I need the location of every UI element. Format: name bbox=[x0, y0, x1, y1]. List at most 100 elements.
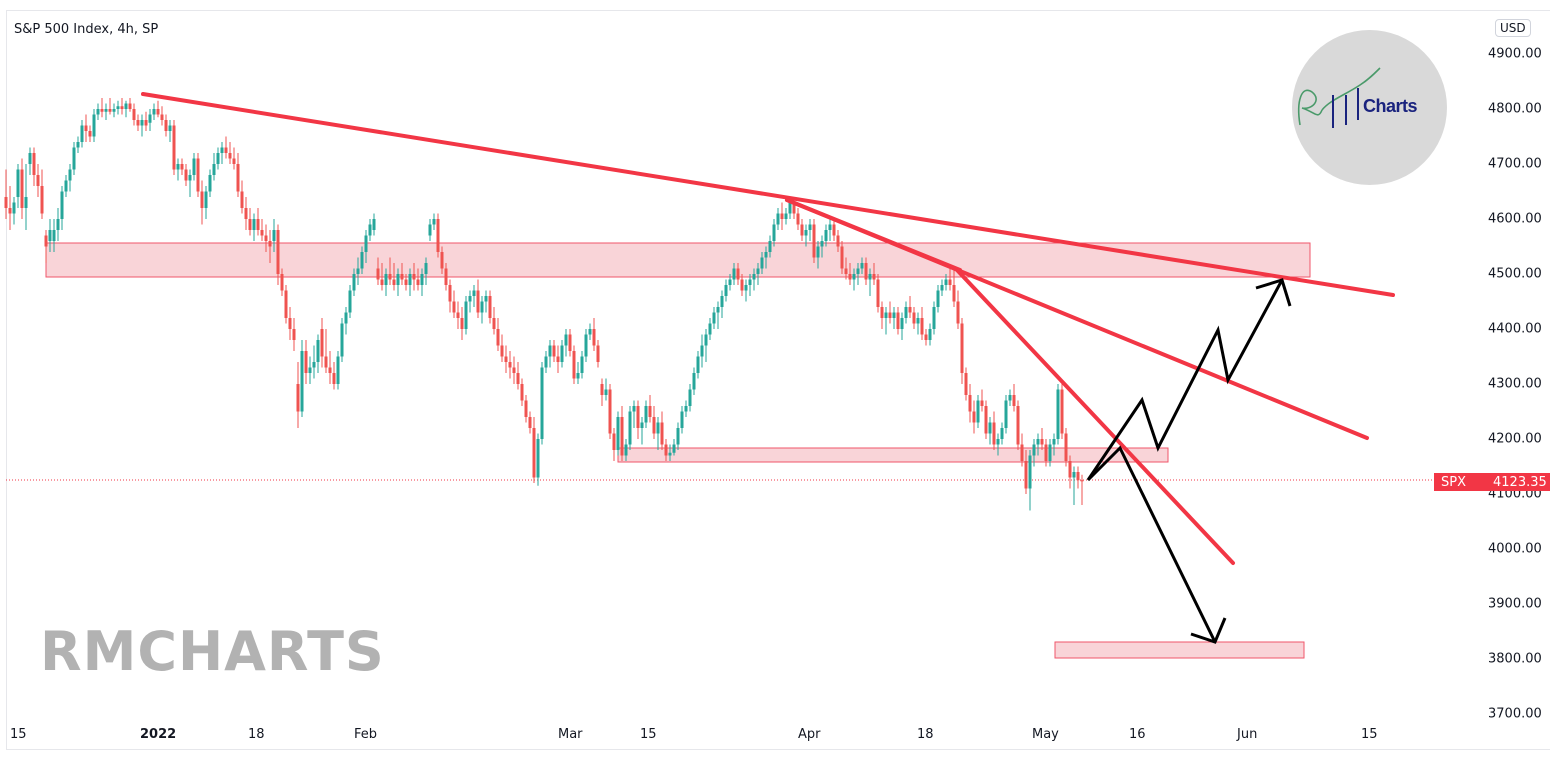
candle bbox=[768, 235, 772, 258]
candle bbox=[52, 219, 56, 252]
candle bbox=[360, 246, 364, 274]
candle bbox=[1020, 433, 1024, 467]
candle bbox=[316, 334, 320, 373]
candle bbox=[44, 230, 48, 263]
bullish-projection-path[interactable] bbox=[1086, 279, 1284, 481]
price-axis-label: 4900.00 bbox=[1488, 46, 1542, 62]
candle bbox=[924, 329, 928, 346]
candle bbox=[460, 307, 464, 340]
trendline[interactable] bbox=[955, 268, 1235, 565]
candle bbox=[896, 307, 900, 335]
trendline[interactable] bbox=[141, 92, 1395, 297]
candle bbox=[192, 153, 196, 181]
candle bbox=[948, 268, 952, 291]
candle bbox=[220, 142, 224, 164]
candle bbox=[72, 142, 76, 175]
candle bbox=[328, 351, 332, 384]
candle bbox=[940, 279, 944, 296]
candle bbox=[756, 263, 760, 285]
trendlines-layer[interactable] bbox=[141, 92, 1395, 565]
price-axis-label: 3900.00 bbox=[1488, 596, 1542, 612]
candle bbox=[140, 114, 144, 137]
candle bbox=[324, 329, 328, 373]
watermark-text: RMCHARTS bbox=[40, 620, 385, 683]
candle bbox=[380, 263, 384, 291]
candle bbox=[556, 345, 560, 373]
candle bbox=[820, 235, 824, 258]
candle bbox=[424, 257, 428, 285]
candle bbox=[636, 400, 640, 439]
candle bbox=[656, 417, 660, 450]
logo-mark-icon bbox=[1297, 67, 1381, 128]
candle bbox=[892, 307, 896, 329]
candle bbox=[532, 417, 536, 483]
candle bbox=[196, 153, 200, 197]
candle bbox=[200, 180, 204, 225]
candle bbox=[416, 268, 420, 291]
candle bbox=[344, 307, 348, 335]
support-resistance-zone[interactable] bbox=[617, 447, 1169, 463]
candle bbox=[20, 158, 24, 219]
candle bbox=[300, 340, 304, 417]
time-axis-label: 18 bbox=[248, 727, 265, 742]
time-axis-label: 15 bbox=[640, 727, 657, 742]
time-axis-label: Feb bbox=[354, 727, 378, 742]
candle bbox=[968, 384, 972, 423]
candle bbox=[732, 263, 736, 285]
candle bbox=[736, 263, 740, 285]
candle bbox=[48, 219, 52, 252]
trendline[interactable] bbox=[785, 198, 962, 272]
candle bbox=[388, 257, 392, 285]
projection-arrows-layer[interactable] bbox=[1086, 278, 1292, 644]
candle bbox=[56, 208, 60, 241]
candle bbox=[476, 279, 480, 318]
candle bbox=[540, 362, 544, 445]
candle bbox=[740, 274, 744, 296]
candle bbox=[180, 158, 184, 175]
arrowhead-up-icon bbox=[1255, 278, 1292, 307]
candle bbox=[832, 219, 836, 241]
candle bbox=[372, 213, 376, 236]
candle bbox=[256, 208, 260, 236]
chart-legend-title[interactable]: S&P 500 Index, 4h, SP bbox=[14, 22, 159, 37]
candle bbox=[480, 296, 484, 324]
candle bbox=[456, 301, 460, 329]
candle bbox=[752, 268, 756, 291]
candle bbox=[644, 400, 648, 428]
candle bbox=[760, 252, 764, 274]
candle bbox=[932, 301, 936, 335]
candle bbox=[660, 411, 664, 450]
candle bbox=[132, 103, 136, 126]
candle bbox=[492, 307, 496, 335]
last-price-tag: SPX 4123.35 bbox=[1434, 473, 1550, 491]
candle bbox=[336, 351, 340, 390]
bearish-projection-path[interactable] bbox=[1086, 445, 1217, 643]
candle bbox=[552, 340, 556, 362]
currency-badge[interactable]: USD bbox=[1495, 19, 1531, 37]
candle bbox=[1064, 428, 1068, 467]
candle bbox=[776, 208, 780, 230]
candle bbox=[900, 312, 904, 340]
candle bbox=[172, 120, 176, 175]
candle bbox=[728, 274, 732, 291]
candle bbox=[880, 301, 884, 329]
candle bbox=[1048, 439, 1052, 467]
candle bbox=[108, 98, 112, 115]
candle bbox=[244, 197, 248, 230]
candle bbox=[484, 290, 488, 313]
support-resistance-zone[interactable] bbox=[1054, 641, 1305, 659]
candle bbox=[804, 224, 808, 247]
support-resistance-zone[interactable] bbox=[45, 242, 1311, 278]
candle bbox=[4, 169, 8, 219]
candle bbox=[496, 318, 500, 351]
candle bbox=[956, 290, 960, 329]
time-axis-label: Apr bbox=[798, 727, 821, 742]
time-axis-label: May bbox=[1032, 727, 1059, 742]
candle bbox=[544, 351, 548, 373]
candle bbox=[88, 125, 92, 142]
candle bbox=[1032, 439, 1036, 467]
chart-frame[interactable] bbox=[6, 10, 1550, 750]
candle bbox=[1056, 384, 1060, 445]
candle bbox=[944, 274, 948, 291]
